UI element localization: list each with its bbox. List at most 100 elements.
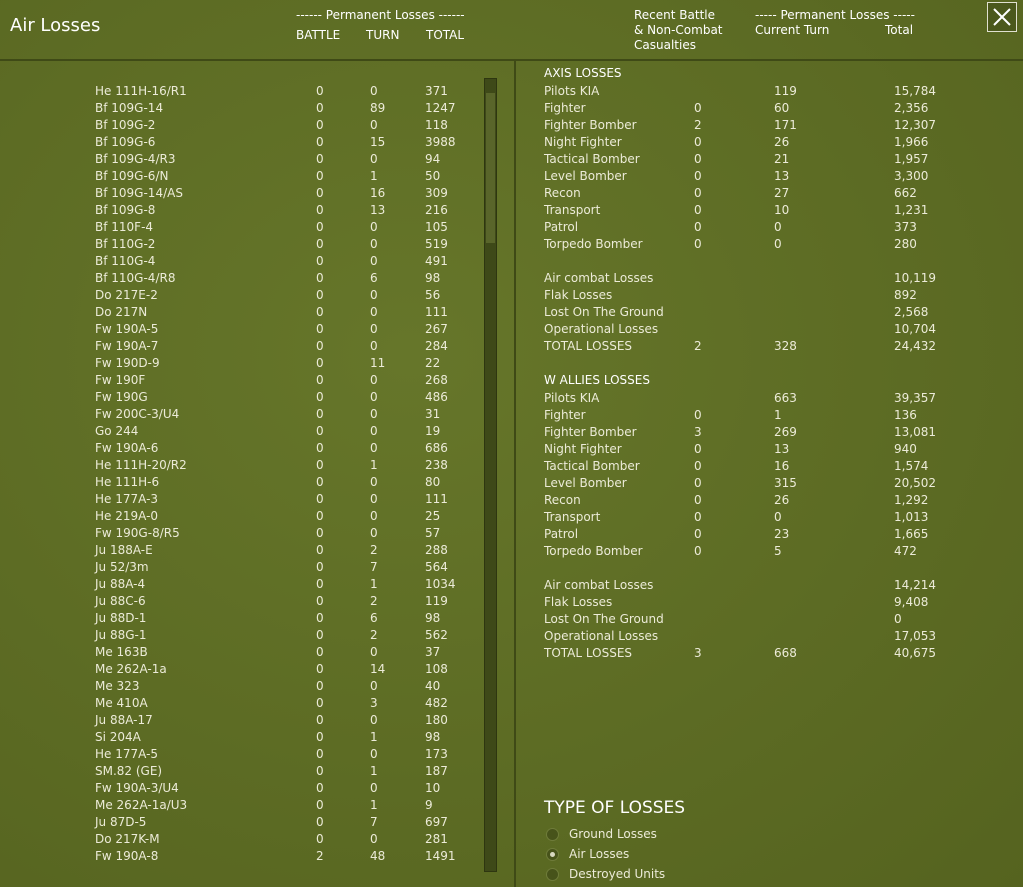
loss-type: Fighter Bomber	[544, 118, 637, 132]
loss-type: Patrol	[544, 527, 579, 541]
scrollbar[interactable]	[484, 78, 497, 872]
recent: 0	[694, 203, 702, 217]
aircraft-name: Si 204A	[95, 730, 141, 744]
battle: 0	[316, 339, 324, 353]
turn: 1	[370, 730, 378, 744]
aircraft-name: Ju 88A-17	[95, 713, 153, 727]
section-title: AXIS LOSSES	[544, 66, 622, 80]
total: 118	[425, 118, 448, 132]
battle: 0	[316, 594, 324, 608]
current-turn: 1	[774, 408, 782, 422]
column-header: TOTAL	[426, 28, 465, 42]
turn: 0	[370, 713, 378, 727]
aircraft-name: Me 262A-1a	[95, 662, 167, 676]
radio-button[interactable]	[546, 828, 559, 841]
total: 19	[425, 424, 441, 438]
aircraft-name: Bf 109G-6/N	[95, 169, 169, 183]
total: 564	[425, 560, 448, 574]
battle: 0	[316, 237, 324, 251]
aircraft-name: Fw 190A-5	[95, 322, 159, 336]
total: 40,675	[894, 646, 936, 660]
scroll-thumb[interactable]	[486, 93, 495, 243]
battle: 0	[316, 118, 324, 132]
turn: 2	[370, 628, 378, 642]
battle: 0	[316, 186, 324, 200]
current-turn: 21	[774, 152, 790, 166]
aircraft-name: He 177A-3	[95, 492, 159, 506]
aircraft-name: Ju 88C-6	[95, 594, 146, 608]
turn: 0	[370, 339, 378, 353]
total: 2,356	[894, 101, 929, 115]
column-header: Current Turn	[755, 23, 830, 37]
current-turn: 0	[774, 237, 782, 251]
turn: 1	[370, 577, 378, 591]
turn: 0	[370, 118, 378, 132]
total: 31	[425, 407, 441, 421]
current-turn: 5	[774, 544, 782, 558]
battle: 0	[316, 526, 324, 540]
battle: 0	[316, 390, 324, 404]
current-turn: 16	[774, 459, 790, 473]
turn: 0	[370, 390, 378, 404]
total: 892	[894, 288, 917, 302]
turn: 0	[370, 152, 378, 166]
battle: 0	[316, 373, 324, 387]
recent: 0	[694, 237, 702, 251]
total: 662	[894, 186, 917, 200]
battle: 0	[316, 407, 324, 421]
battle: 0	[316, 220, 324, 234]
total: 12,307	[894, 118, 936, 132]
aircraft-name: Fw 190G-8/R5	[95, 526, 180, 540]
aircraft-name: Me 262A-1a/U3	[95, 798, 188, 812]
total: 9	[425, 798, 433, 812]
turn: 0	[370, 509, 378, 523]
close-button[interactable]	[987, 2, 1017, 32]
turn: 6	[370, 611, 378, 625]
aircraft-name: Me 323	[95, 679, 140, 693]
total: 1247	[425, 101, 456, 115]
total: 697	[425, 815, 448, 829]
loss-type: Tactical Bomber	[544, 459, 640, 473]
column-header: Casualties	[634, 38, 696, 52]
loss-type: TOTAL LOSSES	[544, 646, 633, 660]
total: 111	[425, 492, 448, 506]
group-header: ----- Permanent Losses -----	[755, 8, 915, 22]
divider	[514, 61, 516, 887]
total: 25	[425, 509, 441, 523]
current-turn: 60	[774, 101, 790, 115]
total: 105	[425, 220, 448, 234]
total: 472	[894, 544, 917, 558]
loss-type: Flak Losses	[544, 595, 613, 609]
aircraft-name: He 111H-16/R1	[95, 84, 187, 98]
total: 22	[425, 356, 441, 370]
column-header: Recent Battle	[634, 8, 715, 22]
total: 98	[425, 611, 441, 625]
aircraft-name: Ju 87D-5	[95, 815, 147, 829]
total: 98	[425, 730, 441, 744]
recent: 0	[694, 476, 702, 490]
turn: 11	[370, 356, 386, 370]
column-header: & Non-Combat	[634, 23, 723, 37]
total: 288	[425, 543, 448, 557]
recent: 0	[694, 152, 702, 166]
turn: 3	[370, 696, 378, 710]
loss-type: Transport	[544, 510, 601, 524]
turn: 0	[370, 220, 378, 234]
radio-label: Ground Losses	[569, 827, 657, 841]
radio-button[interactable]	[546, 868, 559, 881]
window-title: Air Losses	[10, 15, 101, 36]
radio-button[interactable]	[546, 848, 559, 861]
loss-type: Recon	[544, 186, 581, 200]
turn: 1	[370, 169, 378, 183]
turn: 14	[370, 662, 386, 676]
total: 173	[425, 747, 448, 761]
loss-type: Fighter	[544, 101, 586, 115]
turn: 0	[370, 526, 378, 540]
total: 136	[894, 408, 917, 422]
current-turn: 119	[774, 84, 797, 98]
aircraft-name: He 111H-6	[95, 475, 160, 489]
loss-type: Night Fighter	[544, 135, 622, 149]
turn: 0	[370, 84, 378, 98]
aircraft-name: Fw 190A-6	[95, 441, 159, 455]
aircraft-name: Go 244	[95, 424, 139, 438]
